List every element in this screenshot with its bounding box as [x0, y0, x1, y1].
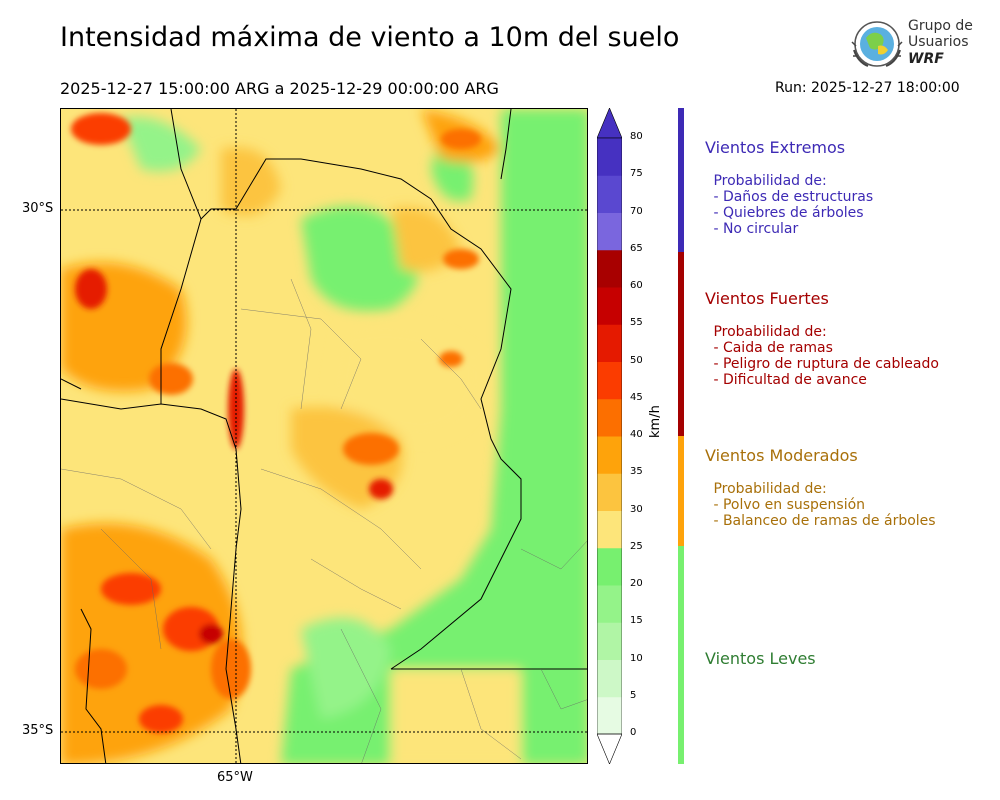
- forecast-period: 2025-12-27 15:00:00 ARG a 2025-12-29 00:…: [60, 79, 499, 98]
- lat-label-35s: 35°S: [22, 723, 54, 738]
- category-bar-extremos: [678, 108, 684, 252]
- colorbar-tick-label: 0: [630, 727, 637, 738]
- category-bar-fuertes: [678, 252, 684, 436]
- wind-maxima: [71, 113, 481, 733]
- colorbar-tick-label: 80: [630, 131, 643, 142]
- colorbar-tick-label: 45: [630, 391, 643, 403]
- lat-label-30s: 30°S: [22, 201, 54, 216]
- wind-map: [60, 108, 588, 764]
- colorbar-tick-label: 5: [630, 689, 637, 701]
- colorbar-segment: [597, 473, 622, 511]
- category-desc-line: - No circular: [709, 221, 799, 237]
- colorbar-segment: [597, 398, 622, 437]
- map-title: Intensidad máxima de viento a 10m del su…: [60, 22, 680, 53]
- colorbar-segment: [597, 324, 622, 362]
- category-desc-fuertes: Probabilidad de: - Caida de ramas - Peli…: [709, 324, 939, 388]
- colorbar-tick-label: 50: [630, 354, 643, 366]
- colorbar-unit: km/h: [648, 405, 663, 438]
- category-bar-moderados: [678, 436, 684, 546]
- category-title-moderados: Vientos Moderados: [705, 446, 858, 465]
- category-desc-line: - Caida de ramas: [709, 340, 833, 356]
- category-desc-line: - Balanceo de ramas de árboles: [709, 513, 936, 529]
- wrf-logo: Grupo de Usuarios WRF: [848, 16, 973, 72]
- colorbar-tick-label: 40: [630, 429, 643, 440]
- colorbar-tick-label: 75: [630, 168, 643, 180]
- globe-logo-icon: [851, 21, 903, 67]
- colorbar-tick-label: 10: [630, 652, 643, 664]
- run-time: Run: 2025-12-27 18:00:00: [775, 80, 960, 96]
- colorbar-tick-label: 25: [630, 540, 643, 552]
- colorbar-extend-bottom: [597, 733, 622, 764]
- logo-line-3: WRF: [908, 51, 944, 67]
- colorbar-tick-label: 35: [630, 466, 643, 478]
- graticule: [61, 109, 587, 763]
- department-lines: [61, 278, 587, 763]
- category-desc-line: - Polvo en suspensión: [709, 497, 866, 513]
- colorbar-segment: [597, 585, 622, 623]
- category-desc-extremos: Probabilidad de: - Daños de estructuras …: [709, 173, 873, 237]
- colorbar-tick-label: 55: [630, 317, 643, 329]
- category-desc-line: Probabilidad de:: [709, 173, 827, 189]
- category-bar-leves: [678, 546, 684, 764]
- category-desc-line: - Quiebres de árboles: [709, 205, 864, 221]
- colorbar-segment: [597, 510, 622, 549]
- colorbar-segment: [597, 175, 622, 213]
- borders: [61, 109, 587, 763]
- colorbar-segment: [597, 547, 622, 586]
- category-desc-moderados: Probabilidad de: - Polvo en suspensión -…: [709, 481, 936, 529]
- colorbar-tick-label: 70: [630, 205, 643, 217]
- category-desc-line: - Daños de estructuras: [709, 189, 874, 205]
- logo-line-2: Usuarios: [908, 34, 969, 50]
- category-desc-line: - Peligro de ruptura de cableado: [709, 356, 939, 372]
- lon-label-65w: 65°W: [217, 770, 253, 785]
- colorbar-segment: [597, 249, 622, 288]
- colorbar-tick-label: 65: [630, 242, 643, 254]
- category-title-leves: Vientos Leves: [705, 649, 816, 668]
- colorbar-tick-label: 60: [630, 280, 643, 291]
- colorbar-extend-top: [597, 108, 622, 139]
- colorbar-segment: [597, 436, 622, 474]
- colorbar: [597, 108, 622, 764]
- colorbar-segment: [597, 212, 622, 251]
- colorbar-tick-label: 20: [630, 578, 643, 589]
- category-desc-line: Probabilidad de:: [709, 324, 827, 340]
- category-desc-line: Probabilidad de:: [709, 481, 827, 497]
- colorbar-segment: [597, 138, 622, 176]
- logo-line-1: Grupo de: [908, 18, 973, 34]
- category-desc-line: - Dificultad de avance: [709, 372, 867, 388]
- colorbar-segment: [597, 696, 622, 735]
- colorbar-outline: [597, 137, 622, 735]
- colorbar-tick-label: 15: [630, 615, 643, 627]
- colorbar-segment: [597, 622, 622, 660]
- colorbar-segment: [597, 361, 622, 400]
- colorbar-segment: [597, 659, 622, 698]
- wind-field-svg: [61, 109, 587, 763]
- colorbar-tick-label: 30: [630, 503, 643, 515]
- colorbar-segment: [597, 287, 622, 325]
- category-title-extremos: Vientos Extremos: [705, 138, 846, 157]
- category-title-fuertes: Vientos Fuertes: [705, 289, 829, 308]
